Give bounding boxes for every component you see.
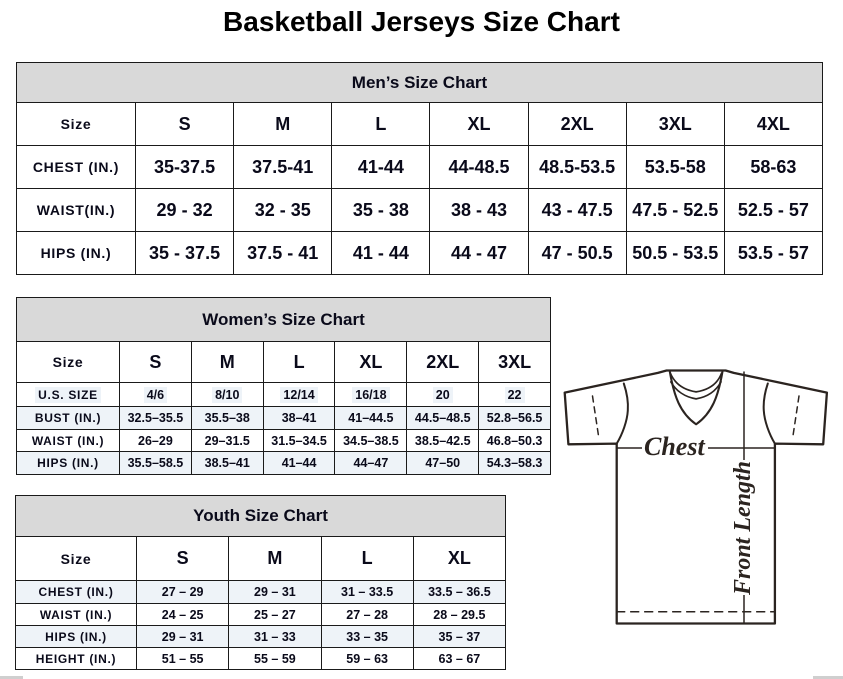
svg-text:Front Length: Front Length (730, 461, 756, 596)
svg-text:Chest: Chest (644, 432, 705, 461)
